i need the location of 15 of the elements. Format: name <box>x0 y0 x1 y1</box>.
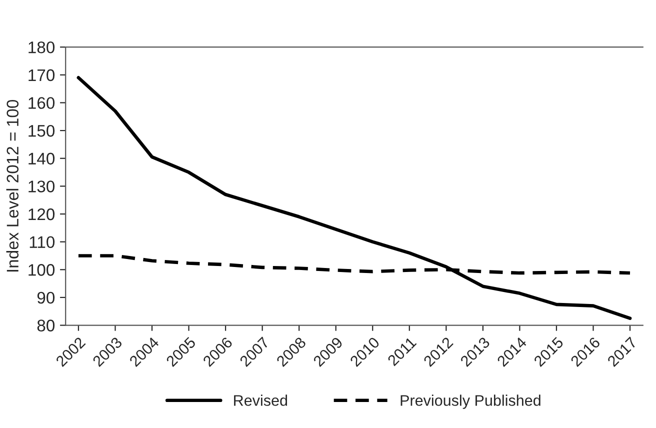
legend-label: Revised <box>234 394 288 406</box>
line-series <box>76 76 632 320</box>
y-tick-label: 80 <box>37 320 55 332</box>
y-tick-label: 110 <box>30 236 55 248</box>
y-tick-label: 170 <box>28 69 55 82</box>
y-tick-label: 140 <box>28 152 55 165</box>
y-axis-title: Index Level 2012 = 100 <box>6 100 19 272</box>
legend-label: Previously Published <box>400 394 540 409</box>
y-tick-label: 120 <box>28 208 55 220</box>
y-tick-label: 160 <box>28 97 55 109</box>
y-tick-label: 100 <box>28 264 55 276</box>
y-tick-label: 180 <box>28 41 55 54</box>
y-tick-label: 130 <box>28 180 55 192</box>
y-tick-label: 90 <box>37 292 55 304</box>
y-tick-label: 150 <box>28 124 55 137</box>
